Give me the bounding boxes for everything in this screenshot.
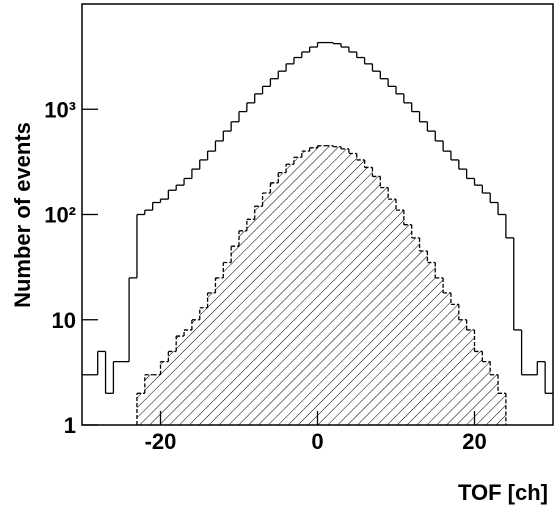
hatched-bar bbox=[239, 230, 248, 425]
y-axis-title: Number of events bbox=[10, 122, 35, 308]
hatched-bar bbox=[443, 292, 452, 425]
hatched-bar bbox=[372, 176, 381, 425]
hatched-bar bbox=[317, 145, 326, 425]
hatched-bar bbox=[184, 329, 193, 425]
hatched-bar bbox=[270, 182, 279, 425]
hatched-bar bbox=[293, 157, 303, 426]
hatched-bar bbox=[341, 148, 350, 425]
hatched-bar bbox=[458, 319, 467, 425]
hatched-bar bbox=[396, 210, 405, 425]
hatched-bar bbox=[176, 336, 185, 425]
hatched-bar bbox=[411, 237, 420, 425]
hatched-bar bbox=[160, 361, 169, 425]
hatched-bar bbox=[427, 262, 436, 425]
x-tick-label: 20 bbox=[462, 429, 486, 454]
hatched-bar bbox=[466, 329, 475, 425]
y-tick-label: 1 bbox=[64, 413, 76, 438]
hatched-bar bbox=[450, 304, 460, 425]
hatched-bar bbox=[191, 319, 201, 425]
hatched-bar bbox=[498, 393, 507, 425]
hatched-bar bbox=[136, 393, 146, 425]
hatched-bar bbox=[348, 153, 358, 425]
hatched-bar bbox=[223, 262, 232, 425]
hatched-bar bbox=[199, 307, 208, 425]
hatched-bar bbox=[286, 164, 295, 425]
hatched-bar bbox=[325, 145, 334, 425]
y-tick-label: 10 bbox=[52, 308, 76, 333]
hatched-bar bbox=[356, 159, 365, 426]
hatched-bar bbox=[435, 277, 444, 425]
hatched-bar bbox=[403, 224, 412, 425]
hatched-bar bbox=[215, 277, 224, 425]
hatched-bar bbox=[152, 374, 161, 425]
hatched-bar bbox=[474, 351, 483, 425]
hatched-bar bbox=[482, 361, 491, 425]
hatched-bar bbox=[364, 167, 373, 425]
hatched-bar bbox=[380, 187, 389, 425]
hatched-bar bbox=[388, 199, 397, 425]
hatched-bar bbox=[246, 219, 255, 425]
x-axis-title: TOF [ch] bbox=[458, 480, 548, 505]
hatched-bar bbox=[168, 351, 177, 425]
hatched-bar bbox=[309, 147, 318, 425]
hatched-bar bbox=[490, 374, 499, 425]
hatched-bar bbox=[144, 374, 153, 425]
x-tick-label: 0 bbox=[311, 429, 323, 454]
y-tick-label: 10³ bbox=[44, 97, 76, 122]
x-tick-label: -20 bbox=[145, 429, 177, 454]
hatched-bar bbox=[262, 193, 271, 425]
hatched-bar bbox=[419, 250, 428, 425]
hatched-bar bbox=[333, 146, 342, 425]
hatched-bar bbox=[301, 151, 310, 425]
hatched-bar bbox=[254, 206, 263, 425]
hatched-bar bbox=[278, 172, 287, 425]
hatched-bar bbox=[231, 246, 240, 425]
y-tick-label: 10² bbox=[44, 203, 76, 228]
hatched-bar bbox=[207, 292, 216, 425]
